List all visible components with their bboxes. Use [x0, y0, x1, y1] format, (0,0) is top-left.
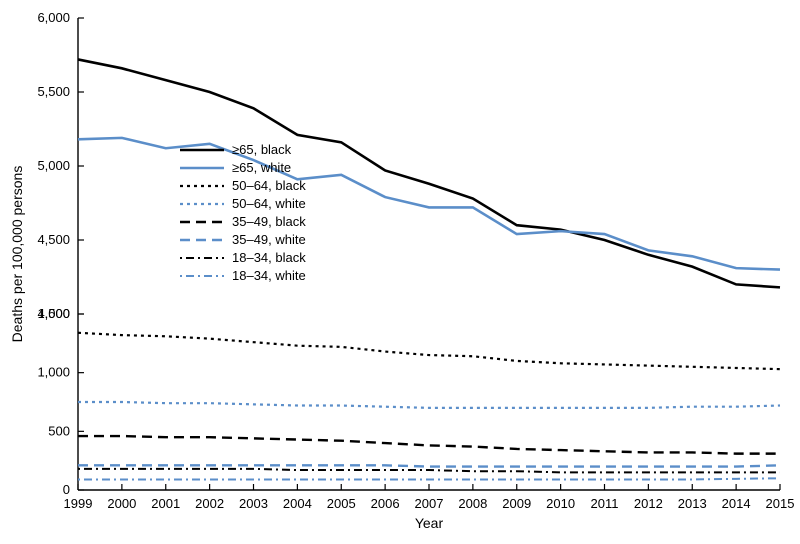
x-tick-label: 1999: [64, 496, 93, 511]
legend-label-ge65_white: ≥65, white: [232, 160, 291, 175]
chart-bg: [0, 0, 800, 544]
legend-label-g18_34_black: 18–34, black: [232, 250, 306, 265]
x-axis-label: Year: [415, 515, 444, 531]
y-tick-label: 500: [48, 423, 70, 438]
x-tick-label: 2004: [283, 496, 312, 511]
x-tick-label: 2015: [766, 496, 795, 511]
x-tick-label: 2005: [327, 496, 356, 511]
y-tick-label: 0: [63, 482, 70, 497]
x-tick-label: 2001: [151, 496, 180, 511]
x-tick-label: 2014: [722, 496, 751, 511]
x-tick-label: 2008: [458, 496, 487, 511]
y-tick-label: 5,000: [37, 158, 70, 173]
y-tick-label: 6,000: [37, 10, 70, 25]
y-tick-label: 1,000: [37, 365, 70, 380]
y-tick-label: 4,500: [37, 232, 70, 247]
x-tick-label: 2006: [371, 496, 400, 511]
legend-label-g50_64_black: 50–64, black: [232, 178, 306, 193]
x-tick-label: 2007: [415, 496, 444, 511]
x-tick-label: 2002: [195, 496, 224, 511]
legend-label-g50_64_white: 50–64, white: [232, 196, 306, 211]
x-tick-label: 2010: [546, 496, 575, 511]
x-tick-label: 2012: [634, 496, 663, 511]
legend-label-g18_34_white: 18–34, white: [232, 268, 306, 283]
chart-svg: 05001,0001,5004,0004,5005,0005,5006,0001…: [0, 0, 800, 544]
x-tick-label: 2000: [107, 496, 136, 511]
x-tick-label: 2003: [239, 496, 268, 511]
legend-label-ge65_black: ≥65, black: [232, 142, 292, 157]
y-axis-label: Deaths per 100,000 persons: [9, 166, 25, 343]
x-tick-label: 2011: [591, 496, 619, 511]
legend-label-g35_49_black: 35–49, black: [232, 214, 306, 229]
x-tick-label: 2009: [502, 496, 531, 511]
y-tick-label: 4,000: [37, 306, 70, 321]
x-tick-label: 2013: [678, 496, 707, 511]
legend-label-g35_49_white: 35–49, white: [232, 232, 306, 247]
deaths-line-chart: 05001,0001,5004,0004,5005,0005,5006,0001…: [0, 0, 800, 544]
y-tick-label: 5,500: [37, 84, 70, 99]
